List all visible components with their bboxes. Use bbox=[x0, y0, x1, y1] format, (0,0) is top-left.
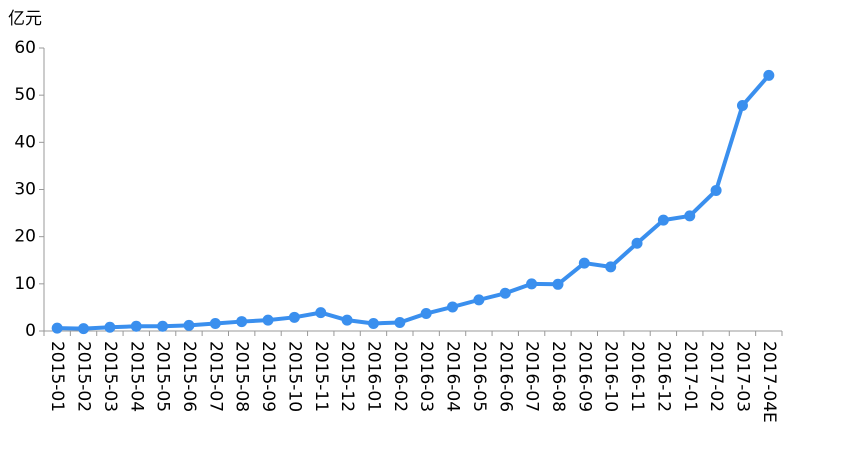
x-tick-label: 2017-02 bbox=[706, 341, 726, 412]
y-tick-label: 20 bbox=[14, 227, 36, 247]
x-tick-label: 2016-09 bbox=[574, 341, 594, 412]
x-tick-label: 2015-01 bbox=[47, 341, 67, 412]
point bbox=[763, 69, 775, 81]
point bbox=[288, 311, 300, 323]
x-tick-label: 2016-08 bbox=[548, 341, 568, 412]
x-tick-label: 2016-02 bbox=[390, 341, 410, 412]
point bbox=[157, 320, 169, 332]
x-tick-label: 2016-01 bbox=[363, 341, 383, 412]
point bbox=[78, 323, 90, 335]
x-tick-label: 2015-06 bbox=[179, 341, 199, 412]
line bbox=[57, 74, 771, 331]
point bbox=[183, 319, 195, 331]
point bbox=[367, 317, 379, 329]
x-tick-label: 2016-10 bbox=[601, 341, 621, 412]
y-tick-label: 10 bbox=[14, 274, 36, 294]
x-tick-label: 2017-04E bbox=[759, 341, 779, 423]
x-tick-label: 2015-02 bbox=[74, 341, 94, 412]
y-tick-label: 0 bbox=[25, 321, 36, 341]
point bbox=[605, 261, 617, 273]
x-tick-label: 2015-10 bbox=[284, 341, 304, 412]
x-tick-label: 2015-12 bbox=[337, 341, 357, 412]
point bbox=[710, 184, 722, 196]
point bbox=[394, 317, 406, 329]
point bbox=[684, 210, 696, 222]
point bbox=[420, 308, 432, 320]
y-tick-label: 50 bbox=[14, 85, 36, 105]
y-unit-label: 亿元 bbox=[8, 9, 42, 29]
point bbox=[447, 301, 459, 313]
point bbox=[209, 317, 221, 329]
x-tick-label: 2016-05 bbox=[469, 341, 489, 412]
point bbox=[526, 278, 538, 290]
x-tick-label: 2015-05 bbox=[153, 341, 173, 412]
x-tick-label: 2015-08 bbox=[232, 341, 252, 412]
point bbox=[315, 307, 327, 319]
point bbox=[130, 320, 142, 332]
x-tick-label: 2017-03 bbox=[732, 341, 752, 412]
y-tick-label: 60 bbox=[14, 38, 36, 58]
point bbox=[578, 257, 590, 269]
point bbox=[341, 314, 353, 326]
x-tick-label: 2015-04 bbox=[126, 341, 146, 412]
x-tick-label: 2016-06 bbox=[495, 341, 515, 412]
x-tick-label: 2015-03 bbox=[100, 341, 120, 412]
y-tick-label: 40 bbox=[14, 132, 36, 152]
x-tick-label: 2016-11 bbox=[627, 341, 647, 412]
point bbox=[104, 321, 116, 333]
point bbox=[552, 278, 564, 290]
x-tick-label: 2016-03 bbox=[416, 341, 436, 412]
point bbox=[736, 100, 748, 112]
point bbox=[657, 214, 669, 226]
y-tick-label: 30 bbox=[14, 180, 36, 200]
point bbox=[631, 237, 643, 249]
point bbox=[51, 322, 63, 334]
point bbox=[236, 316, 248, 328]
x-tick-label: 2016-12 bbox=[653, 341, 673, 412]
x-tick-label: 2015-07 bbox=[205, 341, 225, 412]
point bbox=[262, 314, 274, 326]
x-tick-label: 2015-11 bbox=[311, 341, 331, 412]
x-tick-label: 2015-09 bbox=[258, 341, 278, 412]
x-tick-label: 2016-04 bbox=[443, 341, 463, 412]
x-tick-label: 2016-07 bbox=[522, 341, 542, 412]
x-tick-label: 2017-01 bbox=[680, 341, 700, 412]
point bbox=[499, 287, 511, 299]
point bbox=[473, 294, 485, 306]
